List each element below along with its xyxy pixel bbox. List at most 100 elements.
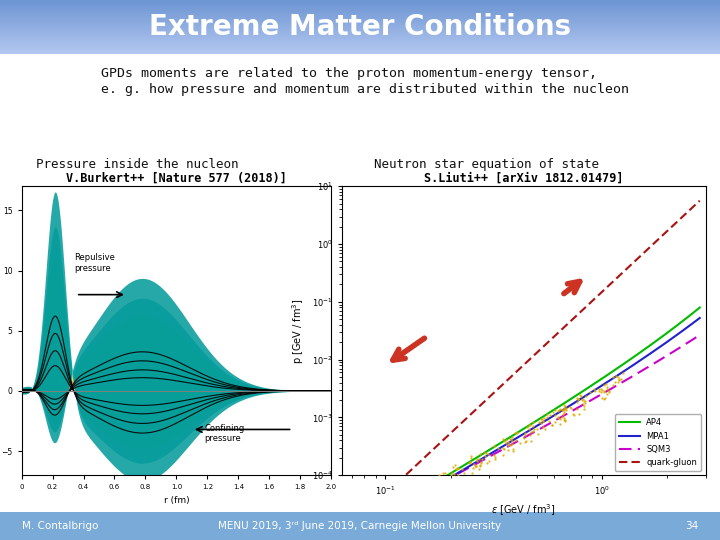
AP4 (454, 465, 463, 472)
MPA1 (381, 512, 390, 518)
Bar (0, 512, 720, 540)
MPA1 (480, 455, 488, 461)
Bar (0, 14, 720, 15)
X-axis label: $\varepsilon$ [GeV / fm$^3$]: $\varepsilon$ [GeV / fm$^3$] (492, 502, 556, 518)
Text: Pressure inside the nucleon: Pressure inside the nucleon (36, 158, 238, 171)
Bar (0, 50, 720, 51)
MPA1 (598, 382, 606, 389)
MPA1 (696, 315, 704, 321)
MPA1 (454, 469, 463, 476)
quark-gluon (480, 399, 488, 406)
Bar (0, 8, 720, 9)
AP4 (696, 305, 704, 311)
Bar (0, 44, 720, 45)
Title: V.Burkert++ [Nature 577 (2018)]: V.Burkert++ [Nature 577 (2018)] (66, 172, 287, 185)
SQM3 (696, 332, 704, 338)
Bar (0, 45, 720, 46)
SQM3 (563, 410, 572, 417)
Bar (0, 28, 720, 29)
AP4 (563, 398, 572, 404)
Bar (0, 42, 720, 43)
AP4 (480, 450, 488, 456)
Line: MPA1: MPA1 (342, 318, 700, 540)
Bar (0, 12, 720, 14)
SQM3 (454, 470, 463, 477)
Bar (0, 46, 720, 47)
Bar (0, 49, 720, 50)
Bar (0, 32, 720, 33)
Bar (0, 20, 720, 21)
Bar (0, 23, 720, 24)
Bar (0, 48, 720, 49)
Bar (0, 30, 720, 31)
Text: Extreme Matter Conditions: Extreme Matter Conditions (149, 13, 571, 41)
Line: AP4: AP4 (342, 308, 700, 538)
SQM3 (381, 510, 390, 516)
Bar (0, 39, 720, 40)
Bar (0, 40, 720, 42)
quark-gluon (696, 198, 704, 204)
Line: SQM3: SQM3 (342, 335, 700, 536)
quark-gluon (454, 422, 463, 429)
Bar (0, 47, 720, 48)
quark-gluon (563, 321, 572, 328)
SQM3 (338, 533, 346, 539)
Text: Repulsive
pressure: Repulsive pressure (74, 253, 115, 273)
Bar (0, 21, 720, 22)
Bar (0, 16, 720, 17)
quark-gluon (596, 291, 605, 297)
MPA1 (563, 404, 572, 410)
Bar (0, 34, 720, 35)
Text: GPDs moments are related to the proton momentum-energy tensor,
e. g. how pressur: GPDs moments are related to the proton m… (101, 68, 629, 96)
Bar (0, 0, 720, 1)
AP4 (381, 509, 390, 516)
MPA1 (338, 537, 346, 540)
Bar (0, 6, 720, 7)
Bar (0, 4, 720, 5)
Bar (0, 11, 720, 12)
Bar (0, 18, 720, 19)
SQM3 (596, 392, 605, 398)
Bar (0, 25, 720, 26)
X-axis label: r (fm): r (fm) (163, 496, 189, 505)
AP4 (598, 375, 606, 382)
SQM3 (480, 456, 488, 463)
Bar (0, 26, 720, 27)
Text: MENU 2019, 3ʳᵈ June 2019, Carnegie Mellon University: MENU 2019, 3ʳᵈ June 2019, Carnegie Mello… (218, 521, 502, 531)
Bar (0, 15, 720, 16)
quark-gluon (598, 288, 606, 295)
Bar (0, 52, 720, 53)
Bar (0, 38, 720, 39)
Bar (0, 33, 720, 34)
Bar (0, 2, 720, 3)
Bar (0, 43, 720, 44)
Bar (0, 9, 720, 10)
Bar (0, 53, 720, 54)
Bar (0, 1, 720, 2)
quark-gluon (338, 531, 346, 538)
AP4 (596, 376, 605, 383)
Bar (0, 36, 720, 37)
Text: M. Contalbrigo: M. Contalbrigo (22, 521, 98, 531)
MPA1 (596, 383, 605, 390)
Text: 34: 34 (685, 521, 698, 531)
Bar (0, 22, 720, 23)
Bar (0, 10, 720, 11)
Bar (0, 31, 720, 32)
Bar (0, 7, 720, 8)
Title: S.Liuti++ [arXiv 1812.01479]: S.Liuti++ [arXiv 1812.01479] (424, 172, 624, 185)
Bar (0, 29, 720, 30)
Bar (0, 3, 720, 4)
SQM3 (598, 391, 606, 397)
Bar (0, 51, 720, 52)
Bar (0, 37, 720, 38)
Legend: AP4, MPA1, SQM3, quark-gluon: AP4, MPA1, SQM3, quark-gluon (615, 414, 701, 471)
Bar (0, 24, 720, 25)
Bar (0, 5, 720, 6)
Bar (0, 35, 720, 36)
Bar (0, 19, 720, 20)
quark-gluon (381, 491, 390, 497)
Text: Neutron star equation of state: Neutron star equation of state (374, 158, 600, 171)
Bar (0, 17, 720, 18)
AP4 (338, 535, 346, 540)
